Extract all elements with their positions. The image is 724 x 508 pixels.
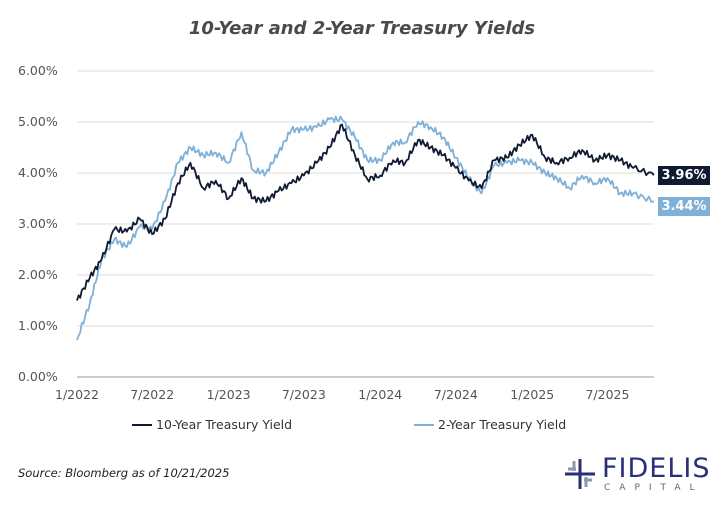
source-note: Source: Bloomberg as of 10/21/2025	[18, 466, 230, 480]
logo-mark-icon	[565, 459, 595, 489]
x-tick-label: 7/2024	[434, 387, 478, 402]
y-tick-label: 2.00%	[18, 267, 58, 282]
legend-item-2y: 2-Year Treasury Yield	[414, 417, 566, 432]
legend-swatch	[414, 423, 434, 426]
legend-label: 10-Year Treasury Yield	[156, 417, 293, 432]
two-year-end-label: 3.44%	[658, 196, 710, 216]
logo-subtitle: CAPITAL	[604, 483, 704, 493]
legend-swatch	[132, 423, 152, 426]
ten-year-end-label: 3.96%	[658, 166, 710, 186]
y-tick-label: 4.00%	[18, 165, 58, 180]
x-tick-label: 1/2025	[510, 387, 554, 402]
x-tick-label: 1/2022	[55, 387, 99, 402]
legend-label: 2-Year Treasury Yield	[438, 417, 567, 432]
legend-item-10y: 10-Year Treasury Yield	[132, 417, 292, 432]
x-tick-label: 7/2022	[130, 387, 174, 402]
y-tick-label: 0.00%	[18, 369, 58, 384]
chart-title: 10-Year and 2-Year Treasury Yields	[188, 18, 536, 39]
y-tick-label: 6.00%	[18, 63, 58, 78]
x-tick-label: 1/2024	[358, 387, 402, 402]
y-tick-label: 5.00%	[18, 114, 58, 129]
y-tick-label: 3.00%	[18, 216, 58, 231]
x-tick-label: 7/2025	[585, 387, 629, 402]
x-tick-label: 1/2023	[207, 387, 251, 402]
ten-year-yield-line	[76, 123, 655, 301]
fidelis-logo: FIDELIS CAPITAL	[562, 453, 712, 495]
x-tick-label: 7/2023	[282, 387, 326, 402]
y-tick-label: 1.00%	[18, 318, 58, 333]
logo-name: FIDELIS	[602, 453, 711, 484]
two-year-yield-line	[76, 115, 655, 341]
